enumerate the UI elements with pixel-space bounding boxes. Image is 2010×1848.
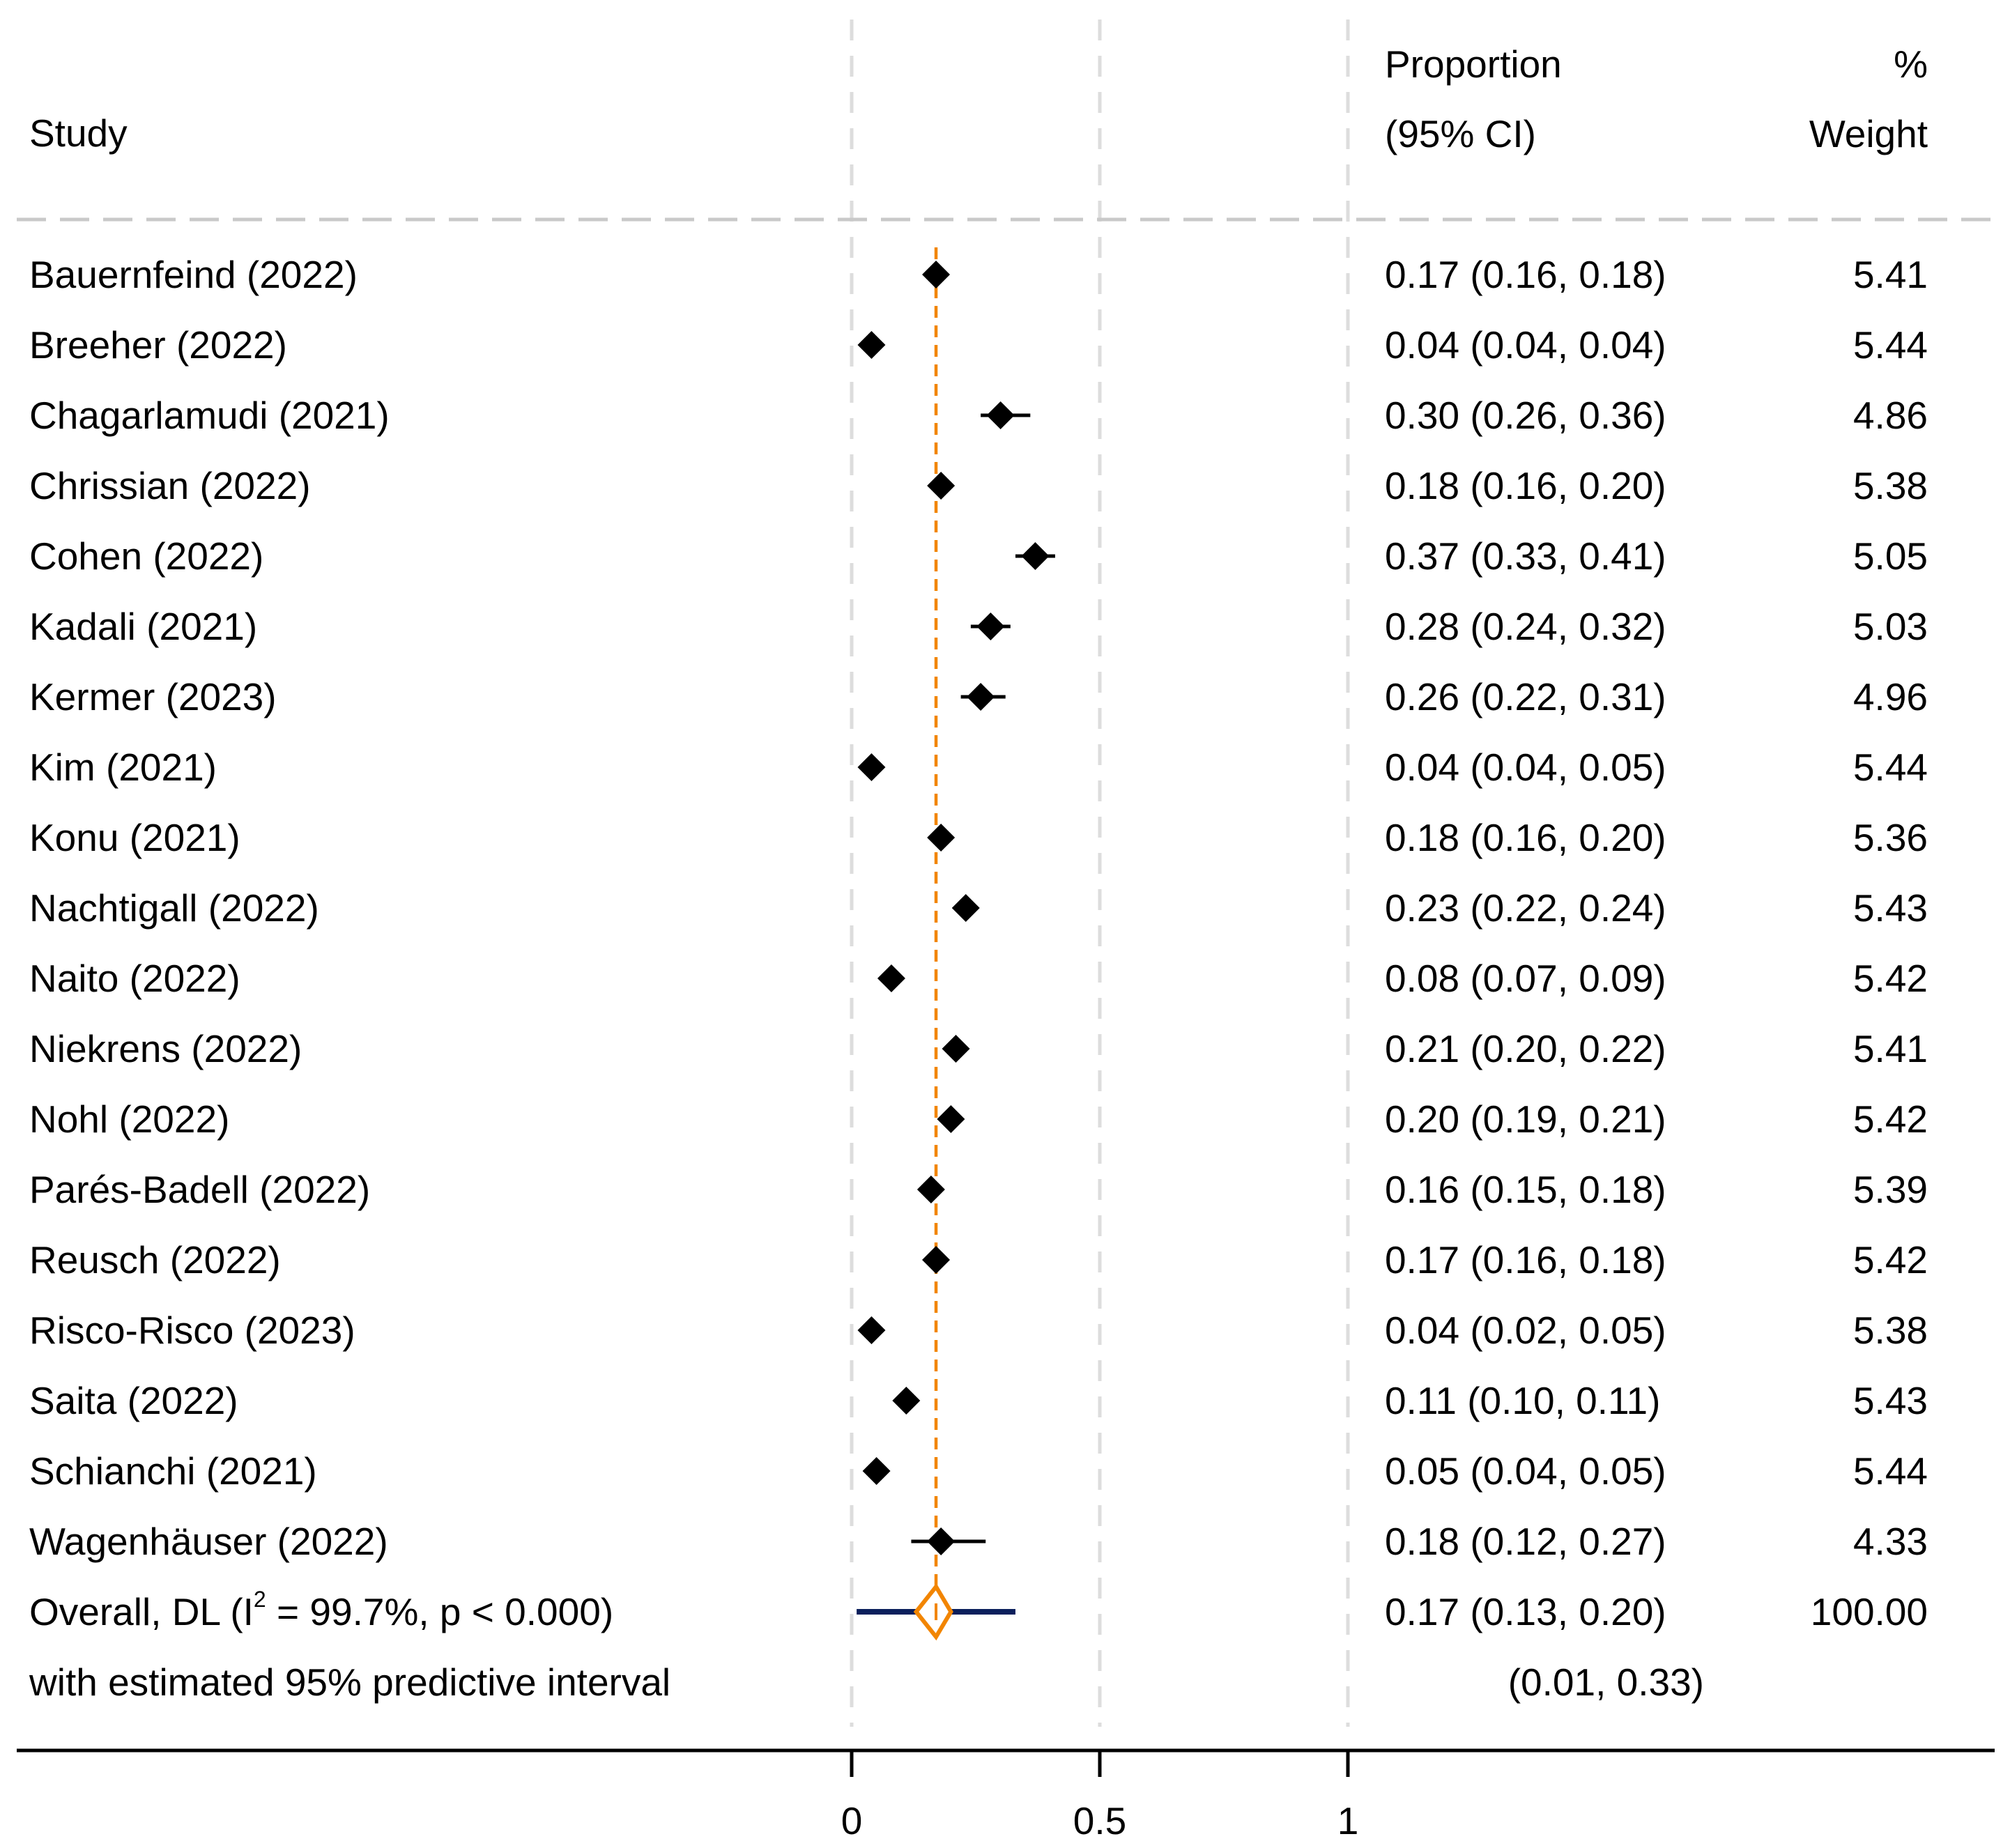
- study-rows: Bauernfeind (2022) 0.17 (0.16, 0.18) 5.41 B…: [29, 247, 1928, 1591]
- study-ci-text: 0.26 (0.22, 0.31): [1385, 675, 1666, 718]
- percent-column-header: %: [1894, 43, 1928, 86]
- study-weight: 5.44: [1853, 746, 1928, 789]
- study-ci-text: 0.11 (0.10, 0.11): [1385, 1379, 1660, 1422]
- point-estimate-marker: [951, 894, 980, 922]
- study-weight: 5.36: [1853, 816, 1928, 859]
- pooled-diamond: [913, 1583, 953, 1641]
- study-label: Kadali (2021): [29, 605, 257, 648]
- study-weight: 5.39: [1853, 1168, 1928, 1211]
- x-tick-label: 0.5: [1073, 1799, 1126, 1842]
- study-label: Chagarlamudi (2021): [29, 394, 390, 437]
- point-estimate-marker: [922, 261, 951, 288]
- overall-weight: 100.00: [1811, 1590, 1928, 1633]
- study-ci-text: 0.21 (0.20, 0.22): [1385, 1027, 1666, 1070]
- x-tick-label: 1: [1337, 1799, 1359, 1842]
- study-ci-text: 0.18 (0.16, 0.20): [1385, 464, 1666, 507]
- study-ci-text: 0.18 (0.12, 0.27): [1385, 1520, 1666, 1563]
- study-ci-text: 0.17 (0.16, 0.18): [1385, 253, 1666, 296]
- study-weight: 4.86: [1853, 394, 1928, 437]
- study-label: Schianchi (2021): [29, 1449, 317, 1493]
- overall-label: Overall, DL (I2 = 99.7%, p < 0.000): [29, 1587, 613, 1633]
- study-weight: 5.42: [1853, 957, 1928, 1000]
- study-label: Nachtigall (2022): [29, 886, 319, 930]
- study-ci-text: 0.37 (0.33, 0.41): [1385, 534, 1666, 578]
- study-weight: 4.33: [1853, 1520, 1928, 1563]
- study-label: Konu (2021): [29, 816, 240, 859]
- point-estimate-marker: [922, 1246, 951, 1274]
- overall-label-suffix: = 99.7%, p < 0.000): [266, 1590, 613, 1633]
- point-estimate-marker: [862, 1457, 891, 1485]
- overall-summary: Overall, DL (I2 = 99.7%, p < 0.000) 0.17 …: [29, 1583, 1928, 1704]
- study-ci-text: 0.04 (0.04, 0.05): [1385, 746, 1666, 789]
- study-label: Reusch (2022): [29, 1238, 281, 1281]
- study-label: Bauernfeind (2022): [29, 253, 358, 296]
- ci-column-header: (95% CI): [1385, 112, 1536, 155]
- study-label: Nohl (2022): [29, 1098, 229, 1141]
- point-estimate-marker: [927, 824, 956, 852]
- predictive-interval-text: (0.01, 0.33): [1508, 1661, 1704, 1704]
- point-estimate-marker: [967, 683, 995, 711]
- study-ci-text: 0.20 (0.19, 0.21): [1385, 1098, 1666, 1141]
- gridlines: [850, 20, 1350, 1727]
- study-weight: 5.41: [1853, 1027, 1928, 1070]
- predictive-interval-label: with estimated 95% predictive interval: [29, 1661, 670, 1704]
- study-label: Kermer (2023): [29, 675, 277, 718]
- study-label: Chrissian (2022): [29, 464, 311, 507]
- study-weight: 5.38: [1853, 464, 1928, 507]
- x-axis: 0 0.5 1: [841, 1750, 1359, 1842]
- study-label: Breeher (2022): [29, 323, 287, 367]
- point-estimate-marker: [857, 753, 886, 781]
- study-ci-text: 0.18 (0.16, 0.20): [1385, 816, 1666, 859]
- point-estimate-marker: [986, 401, 1015, 429]
- study-weight: 5.43: [1853, 886, 1928, 930]
- point-estimate-marker: [892, 1387, 921, 1415]
- overall-label-prefix: Overall, DL (I: [29, 1590, 254, 1633]
- study-weight: 5.42: [1853, 1098, 1928, 1141]
- weight-column-header: Weight: [1809, 112, 1928, 155]
- study-weight: 5.44: [1853, 323, 1928, 367]
- study-weight: 5.05: [1853, 534, 1928, 578]
- study-label: Niekrens (2022): [29, 1027, 302, 1070]
- point-estimate-marker: [877, 964, 905, 992]
- study-weight: 5.41: [1853, 253, 1928, 296]
- study-weight: 5.43: [1853, 1379, 1928, 1422]
- study-ci-text: 0.23 (0.22, 0.24): [1385, 886, 1666, 930]
- study-weight: 4.96: [1853, 675, 1928, 718]
- x-tick-label: 0: [841, 1799, 863, 1842]
- study-ci-text: 0.28 (0.24, 0.32): [1385, 605, 1666, 648]
- study-ci-text: 0.04 (0.02, 0.05): [1385, 1309, 1666, 1352]
- point-estimate-marker: [937, 1105, 965, 1133]
- study-ci-text: 0.08 (0.07, 0.09): [1385, 957, 1666, 1000]
- proportion-column-header: Proportion: [1385, 43, 1562, 86]
- study-ci-text: 0.04 (0.04, 0.04): [1385, 323, 1666, 367]
- overall-ci-text: 0.17 (0.13, 0.20): [1385, 1590, 1666, 1633]
- point-estimate-marker: [927, 472, 956, 500]
- study-column-header: Study: [29, 111, 128, 155]
- study-label: Naito (2022): [29, 957, 240, 1000]
- study-weight: 5.38: [1853, 1309, 1928, 1352]
- study-label: Cohen (2022): [29, 534, 263, 578]
- study-label: Saita (2022): [29, 1379, 238, 1422]
- study-label: Kim (2021): [29, 746, 217, 789]
- point-estimate-marker: [857, 331, 886, 359]
- study-label: Parés-Badell (2022): [29, 1168, 370, 1211]
- study-weight: 5.44: [1853, 1449, 1928, 1493]
- study-ci-text: 0.05 (0.04, 0.05): [1385, 1449, 1666, 1493]
- point-estimate-marker: [942, 1035, 970, 1063]
- overall-label-superscript: 2: [254, 1587, 266, 1612]
- study-ci-text: 0.16 (0.15, 0.18): [1385, 1168, 1666, 1211]
- point-estimate-marker: [916, 1176, 945, 1203]
- study-weight: 5.42: [1853, 1238, 1928, 1281]
- point-estimate-marker: [927, 1527, 956, 1555]
- study-ci-text: 0.30 (0.26, 0.36): [1385, 394, 1666, 437]
- study-label: Risco-Risco (2023): [29, 1309, 355, 1352]
- study-label: Wagenhäuser (2022): [29, 1520, 388, 1563]
- study-ci-text: 0.17 (0.16, 0.18): [1385, 1238, 1666, 1281]
- point-estimate-marker: [1021, 542, 1050, 570]
- point-estimate-marker: [857, 1316, 886, 1344]
- point-estimate-marker: [976, 613, 1005, 640]
- study-weight: 5.03: [1853, 605, 1928, 648]
